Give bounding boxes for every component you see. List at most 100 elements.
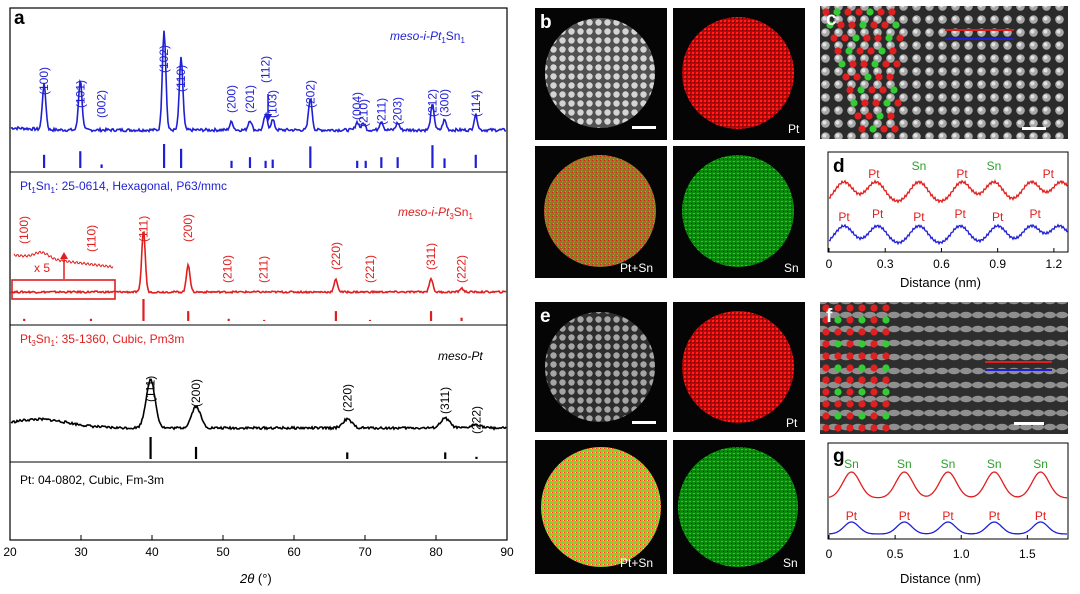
xrd-tick-label-70: 70 bbox=[358, 545, 372, 559]
atom-f bbox=[822, 304, 830, 312]
atom-f bbox=[834, 340, 842, 348]
d-blue-label-5: Pt bbox=[1029, 207, 1041, 221]
atom-f bbox=[858, 400, 866, 408]
atom-c bbox=[881, 21, 889, 29]
pt-map-e-label: Pt bbox=[786, 416, 798, 430]
hkl-label-ptsn-0: (100) bbox=[37, 67, 51, 95]
atom-c bbox=[859, 21, 867, 29]
atom-f bbox=[870, 412, 878, 420]
atom-f bbox=[846, 352, 854, 360]
atom-c bbox=[822, 8, 830, 16]
atom-c bbox=[887, 112, 895, 120]
label-pt3sn-series: meso-i-Pt3Sn1 bbox=[398, 205, 473, 221]
peak-label-g-red-3: Sn bbox=[987, 457, 1002, 471]
atom-f bbox=[834, 424, 842, 432]
atom-f bbox=[882, 316, 890, 324]
atom-c bbox=[833, 8, 841, 16]
hkl-label-ptsn-11: (210) bbox=[357, 99, 371, 127]
atom-f bbox=[846, 328, 854, 336]
atom-f bbox=[882, 424, 890, 432]
atom-c bbox=[863, 34, 871, 42]
atom-f bbox=[822, 328, 830, 336]
atom-c bbox=[834, 47, 842, 55]
atom-f bbox=[822, 340, 830, 348]
hkl-label-pt-3: (311) bbox=[438, 387, 452, 414]
atom-c bbox=[848, 21, 856, 29]
hkl-label-ptsn-10: (004) bbox=[350, 92, 364, 120]
xrd-x-axis: 20 30 40 50 60 70 80 90 bbox=[3, 535, 514, 559]
atom-f bbox=[834, 316, 842, 324]
atom-c bbox=[861, 99, 869, 107]
atom-c bbox=[857, 86, 865, 94]
atom-c bbox=[854, 112, 862, 120]
d-blue-label-3: Pt bbox=[955, 207, 967, 221]
xrd-curve-pt bbox=[10, 378, 507, 431]
panel-letter-d: d bbox=[833, 156, 845, 177]
label-ptsn-series: meso-i-Pt1Sn1 bbox=[390, 29, 465, 45]
xrd-tick-label-60: 60 bbox=[287, 545, 301, 559]
hkl-label-pt3sn-6: (220) bbox=[329, 242, 343, 270]
atom-c bbox=[889, 47, 897, 55]
atom-c bbox=[860, 60, 868, 68]
xrd-curves bbox=[10, 30, 507, 431]
hkl-label-ptsn-4: (110) bbox=[174, 65, 188, 92]
atom-f bbox=[882, 400, 890, 408]
atom-c bbox=[872, 99, 880, 107]
atom-c bbox=[841, 34, 849, 42]
atom-c bbox=[846, 86, 854, 94]
tick-label-d-axis: 0 bbox=[826, 257, 833, 271]
d-red-label-0: Pt bbox=[868, 167, 880, 181]
hkl-label-pt3sn-2: (111) bbox=[136, 216, 150, 242]
xrd-reference-lines bbox=[23, 144, 478, 459]
tick-label-g-axis: 0.5 bbox=[887, 547, 904, 561]
atom-c bbox=[830, 34, 838, 42]
atom-c bbox=[856, 47, 864, 55]
scale-bar-e bbox=[632, 421, 656, 424]
atom-f bbox=[858, 424, 866, 432]
tick-label-d-axis: 1.2 bbox=[1046, 257, 1063, 271]
scale-bar-f bbox=[1014, 422, 1044, 425]
atom-c bbox=[891, 125, 899, 133]
atom-f bbox=[882, 376, 890, 384]
atom-c bbox=[853, 73, 861, 81]
scale-bar-c bbox=[1022, 127, 1046, 130]
atom-f bbox=[846, 376, 854, 384]
atom-f bbox=[870, 340, 878, 348]
label-pt-series: meso-Pt bbox=[438, 349, 483, 363]
atom-f bbox=[846, 316, 854, 324]
atom-c bbox=[866, 8, 874, 16]
atom-f bbox=[846, 340, 854, 348]
atom-f bbox=[882, 352, 890, 360]
hkl-label-pt3sn-1: (110) bbox=[85, 225, 99, 252]
atom-c bbox=[842, 73, 850, 81]
d-red-label-2: Pt bbox=[956, 167, 968, 181]
atom-f bbox=[834, 388, 842, 396]
peak-label-g-blue-0: Pt bbox=[846, 509, 858, 523]
panel-b-eds: b Pt Pt+Sn Sn bbox=[535, 8, 805, 278]
atom-f bbox=[834, 328, 842, 336]
d-red-label-1: Sn bbox=[912, 159, 927, 173]
haadf-particle-b bbox=[545, 18, 655, 128]
atom-f bbox=[870, 364, 878, 372]
hkl-label-pt3sn-0: (100) bbox=[17, 216, 31, 244]
d-red-label-4: Pt bbox=[1043, 167, 1055, 181]
hkl-label-pt3sn-9: (222) bbox=[455, 255, 469, 283]
hkl-label-ptsn-1: (101) bbox=[73, 80, 87, 108]
d-blue-label-2: Pt bbox=[913, 210, 925, 224]
atom-c bbox=[870, 21, 878, 29]
atom-c bbox=[875, 73, 883, 81]
atom-c bbox=[844, 8, 852, 16]
hkl-label-ptsn-2: (002) bbox=[95, 90, 109, 118]
hkl-label-ptsn-15: (300) bbox=[438, 89, 452, 117]
panel-letter-b: b bbox=[540, 12, 552, 33]
atom-c bbox=[892, 21, 900, 29]
atom-f bbox=[822, 316, 830, 324]
atom-f bbox=[822, 388, 830, 396]
atom-model-overlay-c bbox=[822, 8, 904, 133]
ref-pt: Pt: 04-0802, Cubic, Fm-3m bbox=[20, 473, 164, 487]
tick-label-d-axis: 0.9 bbox=[989, 257, 1006, 271]
hkl-label-pt-4: (222) bbox=[469, 406, 483, 434]
plot-frame-d bbox=[827, 151, 1069, 253]
xlabel-d: Distance (nm) bbox=[900, 275, 981, 290]
